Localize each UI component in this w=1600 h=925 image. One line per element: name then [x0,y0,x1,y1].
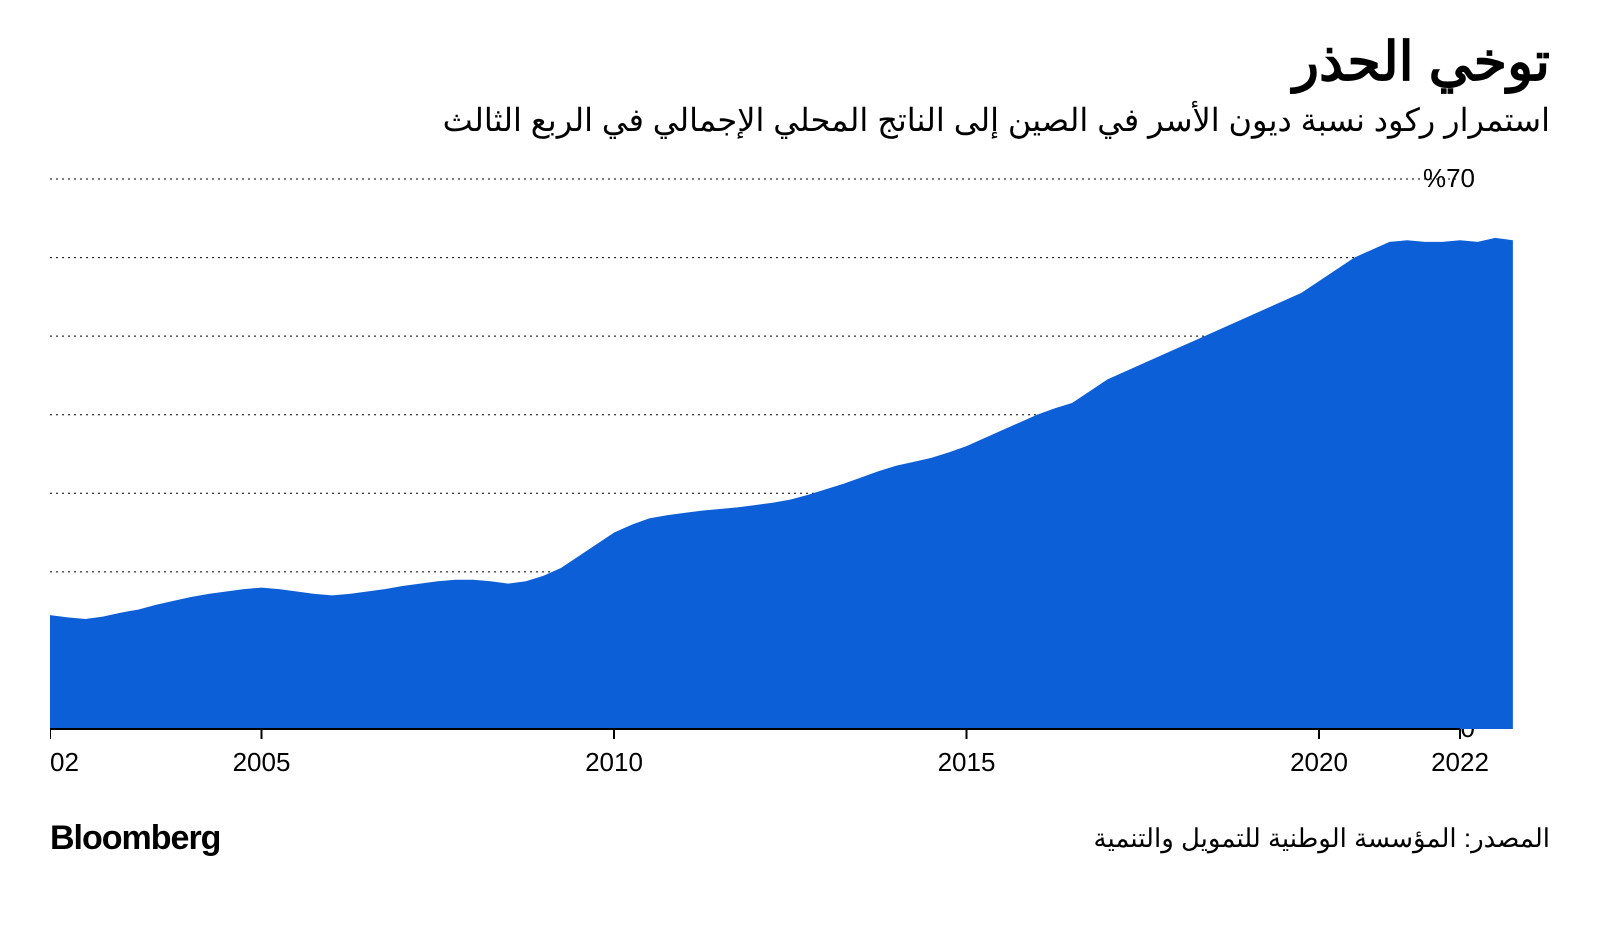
chart-footer: المصدر: المؤسسة الوطنية للتمويل والتنمية… [50,819,1550,858]
bloomberg-logo: Bloomberg [50,819,220,858]
area-chart: 0102030405060%70200220052010201520202022 [50,169,1550,789]
chart-subtitle: استمرار ركود نسبة ديون الأسر في الصين إل… [50,101,1550,139]
x-axis-label: 2010 [585,747,643,777]
y-axis-label: %70 [1423,169,1475,193]
x-axis-label: 2005 [233,747,291,777]
x-axis-label: 2015 [938,747,996,777]
chart-title: توخي الحذر [50,30,1550,93]
chart-source: المصدر: المؤسسة الوطنية للتمويل والتنمية [1094,823,1550,854]
x-axis-label: 2020 [1290,747,1348,777]
x-axis-label: 2002 [50,747,79,777]
chart-container: 0102030405060%70200220052010201520202022 [50,169,1550,789]
x-axis-label: 2022 [1431,747,1489,777]
area-fill [50,238,1513,729]
